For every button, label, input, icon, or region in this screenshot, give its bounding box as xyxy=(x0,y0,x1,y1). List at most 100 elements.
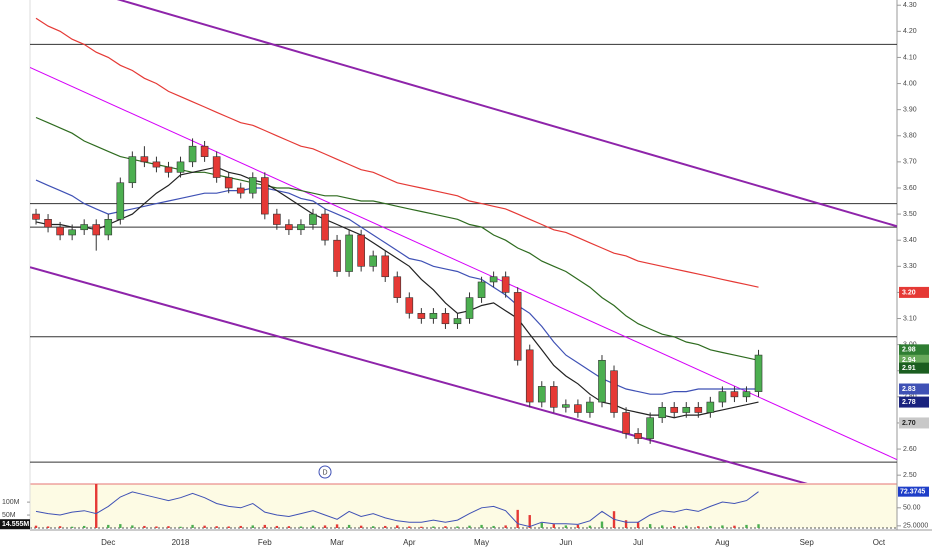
candle-body xyxy=(164,166,173,173)
candle-body xyxy=(718,391,727,403)
volume-bar xyxy=(34,525,38,528)
moving-average xyxy=(35,17,759,288)
y-tick-label: 3.70 xyxy=(903,159,917,166)
y2-tick-label: 50.00 xyxy=(903,505,921,512)
candle-body xyxy=(742,391,751,398)
price-plot xyxy=(30,0,897,483)
candle-body xyxy=(586,401,594,413)
price-badge xyxy=(899,417,929,429)
x-tick-label: Sep xyxy=(800,538,815,547)
volume-bar xyxy=(444,526,447,528)
candle-body xyxy=(212,156,221,178)
volume-bar xyxy=(504,525,507,528)
volume-bar xyxy=(721,525,724,528)
candle-body xyxy=(369,255,377,267)
candle-body xyxy=(682,406,691,413)
candle-body xyxy=(670,406,679,413)
volume-bar xyxy=(179,526,182,528)
volume-bar xyxy=(588,525,592,528)
volume-bar xyxy=(456,526,459,528)
volume-bar xyxy=(311,525,315,528)
candle-body xyxy=(321,213,329,241)
candle-body xyxy=(44,219,52,228)
x-tick-label: Feb xyxy=(258,538,272,547)
y-tick-label: 2.50 xyxy=(903,472,917,479)
candle-body xyxy=(309,213,317,225)
candle-body xyxy=(345,234,353,272)
volume-bar xyxy=(516,509,519,528)
candle-body xyxy=(116,182,125,220)
y2-tick-label: 25.0000 xyxy=(903,523,928,530)
event-marker xyxy=(318,465,332,479)
event-label: D xyxy=(322,469,327,476)
candle-body xyxy=(261,177,269,215)
volume-bar xyxy=(131,525,134,528)
volume-bar xyxy=(673,525,676,528)
candle-body xyxy=(297,224,305,231)
price-badge xyxy=(899,354,929,366)
volume-bar xyxy=(468,525,471,528)
volume-bar xyxy=(359,525,363,528)
price-badge-label: 2.94 xyxy=(902,357,916,364)
y-tick-label: 3.80 xyxy=(903,133,917,140)
y-tick-label: 3.30 xyxy=(903,263,917,270)
candle-body xyxy=(622,412,630,434)
candle-body xyxy=(92,224,101,236)
candle-body xyxy=(128,156,137,184)
moving-average xyxy=(35,179,759,395)
x-tick-label: Oct xyxy=(873,538,886,547)
candle-body xyxy=(658,406,666,419)
value-badge-label: 72.3745 xyxy=(900,489,925,496)
volume-bar xyxy=(636,522,640,528)
volume-bar xyxy=(251,525,254,528)
y-tick-label: 3.50 xyxy=(903,211,917,218)
volume-bar xyxy=(287,526,291,528)
volume-bar xyxy=(492,525,495,528)
candle-body xyxy=(417,312,426,319)
volume-bar xyxy=(143,525,146,528)
volume-bar xyxy=(660,525,664,528)
price-badge xyxy=(899,383,929,395)
price-badge-label: 2.91 xyxy=(902,365,916,372)
volume-bar xyxy=(119,524,122,528)
y-tick-label: 4.30 xyxy=(903,2,917,9)
volume-bar xyxy=(191,524,194,528)
volume-bar xyxy=(95,484,98,528)
volume-bar xyxy=(371,526,375,528)
volume-bar xyxy=(709,525,712,528)
value-badge xyxy=(0,519,30,530)
volume-bar xyxy=(685,525,688,528)
price-badge xyxy=(899,396,929,408)
candle-body xyxy=(333,239,341,272)
candle-body xyxy=(513,292,522,361)
price-badge-label: 2.70 xyxy=(902,420,916,427)
volume-bar xyxy=(239,525,242,528)
price-badge xyxy=(899,362,929,374)
x-tick-label: Aug xyxy=(715,538,729,547)
candle-body xyxy=(537,386,546,403)
candle-body xyxy=(634,433,642,439)
candle-body xyxy=(381,255,390,278)
y-tick-label: 3.10 xyxy=(903,315,917,322)
value-badge xyxy=(898,486,929,497)
x-tick-label: 2018 xyxy=(172,538,190,547)
y-tick-label: 3.90 xyxy=(903,106,917,113)
x-tick-label: Jun xyxy=(559,538,572,547)
candle-body xyxy=(32,213,40,220)
volume-bar xyxy=(70,526,74,528)
candle-body xyxy=(562,404,570,408)
candle-body xyxy=(236,187,245,194)
price-badge-label: 2.78 xyxy=(902,399,916,406)
candle-body xyxy=(550,386,558,408)
candle-body xyxy=(68,229,76,236)
volume-bar xyxy=(697,526,700,528)
y-tick-label: 50M xyxy=(2,512,16,519)
x-tick-label: Dec xyxy=(101,538,115,547)
price-badge-label: 3.20 xyxy=(902,289,916,296)
candle-body xyxy=(152,161,161,168)
indicator-line xyxy=(35,491,759,528)
volume-bar xyxy=(432,526,435,528)
candle-body xyxy=(200,145,209,157)
candle-body xyxy=(754,354,763,392)
